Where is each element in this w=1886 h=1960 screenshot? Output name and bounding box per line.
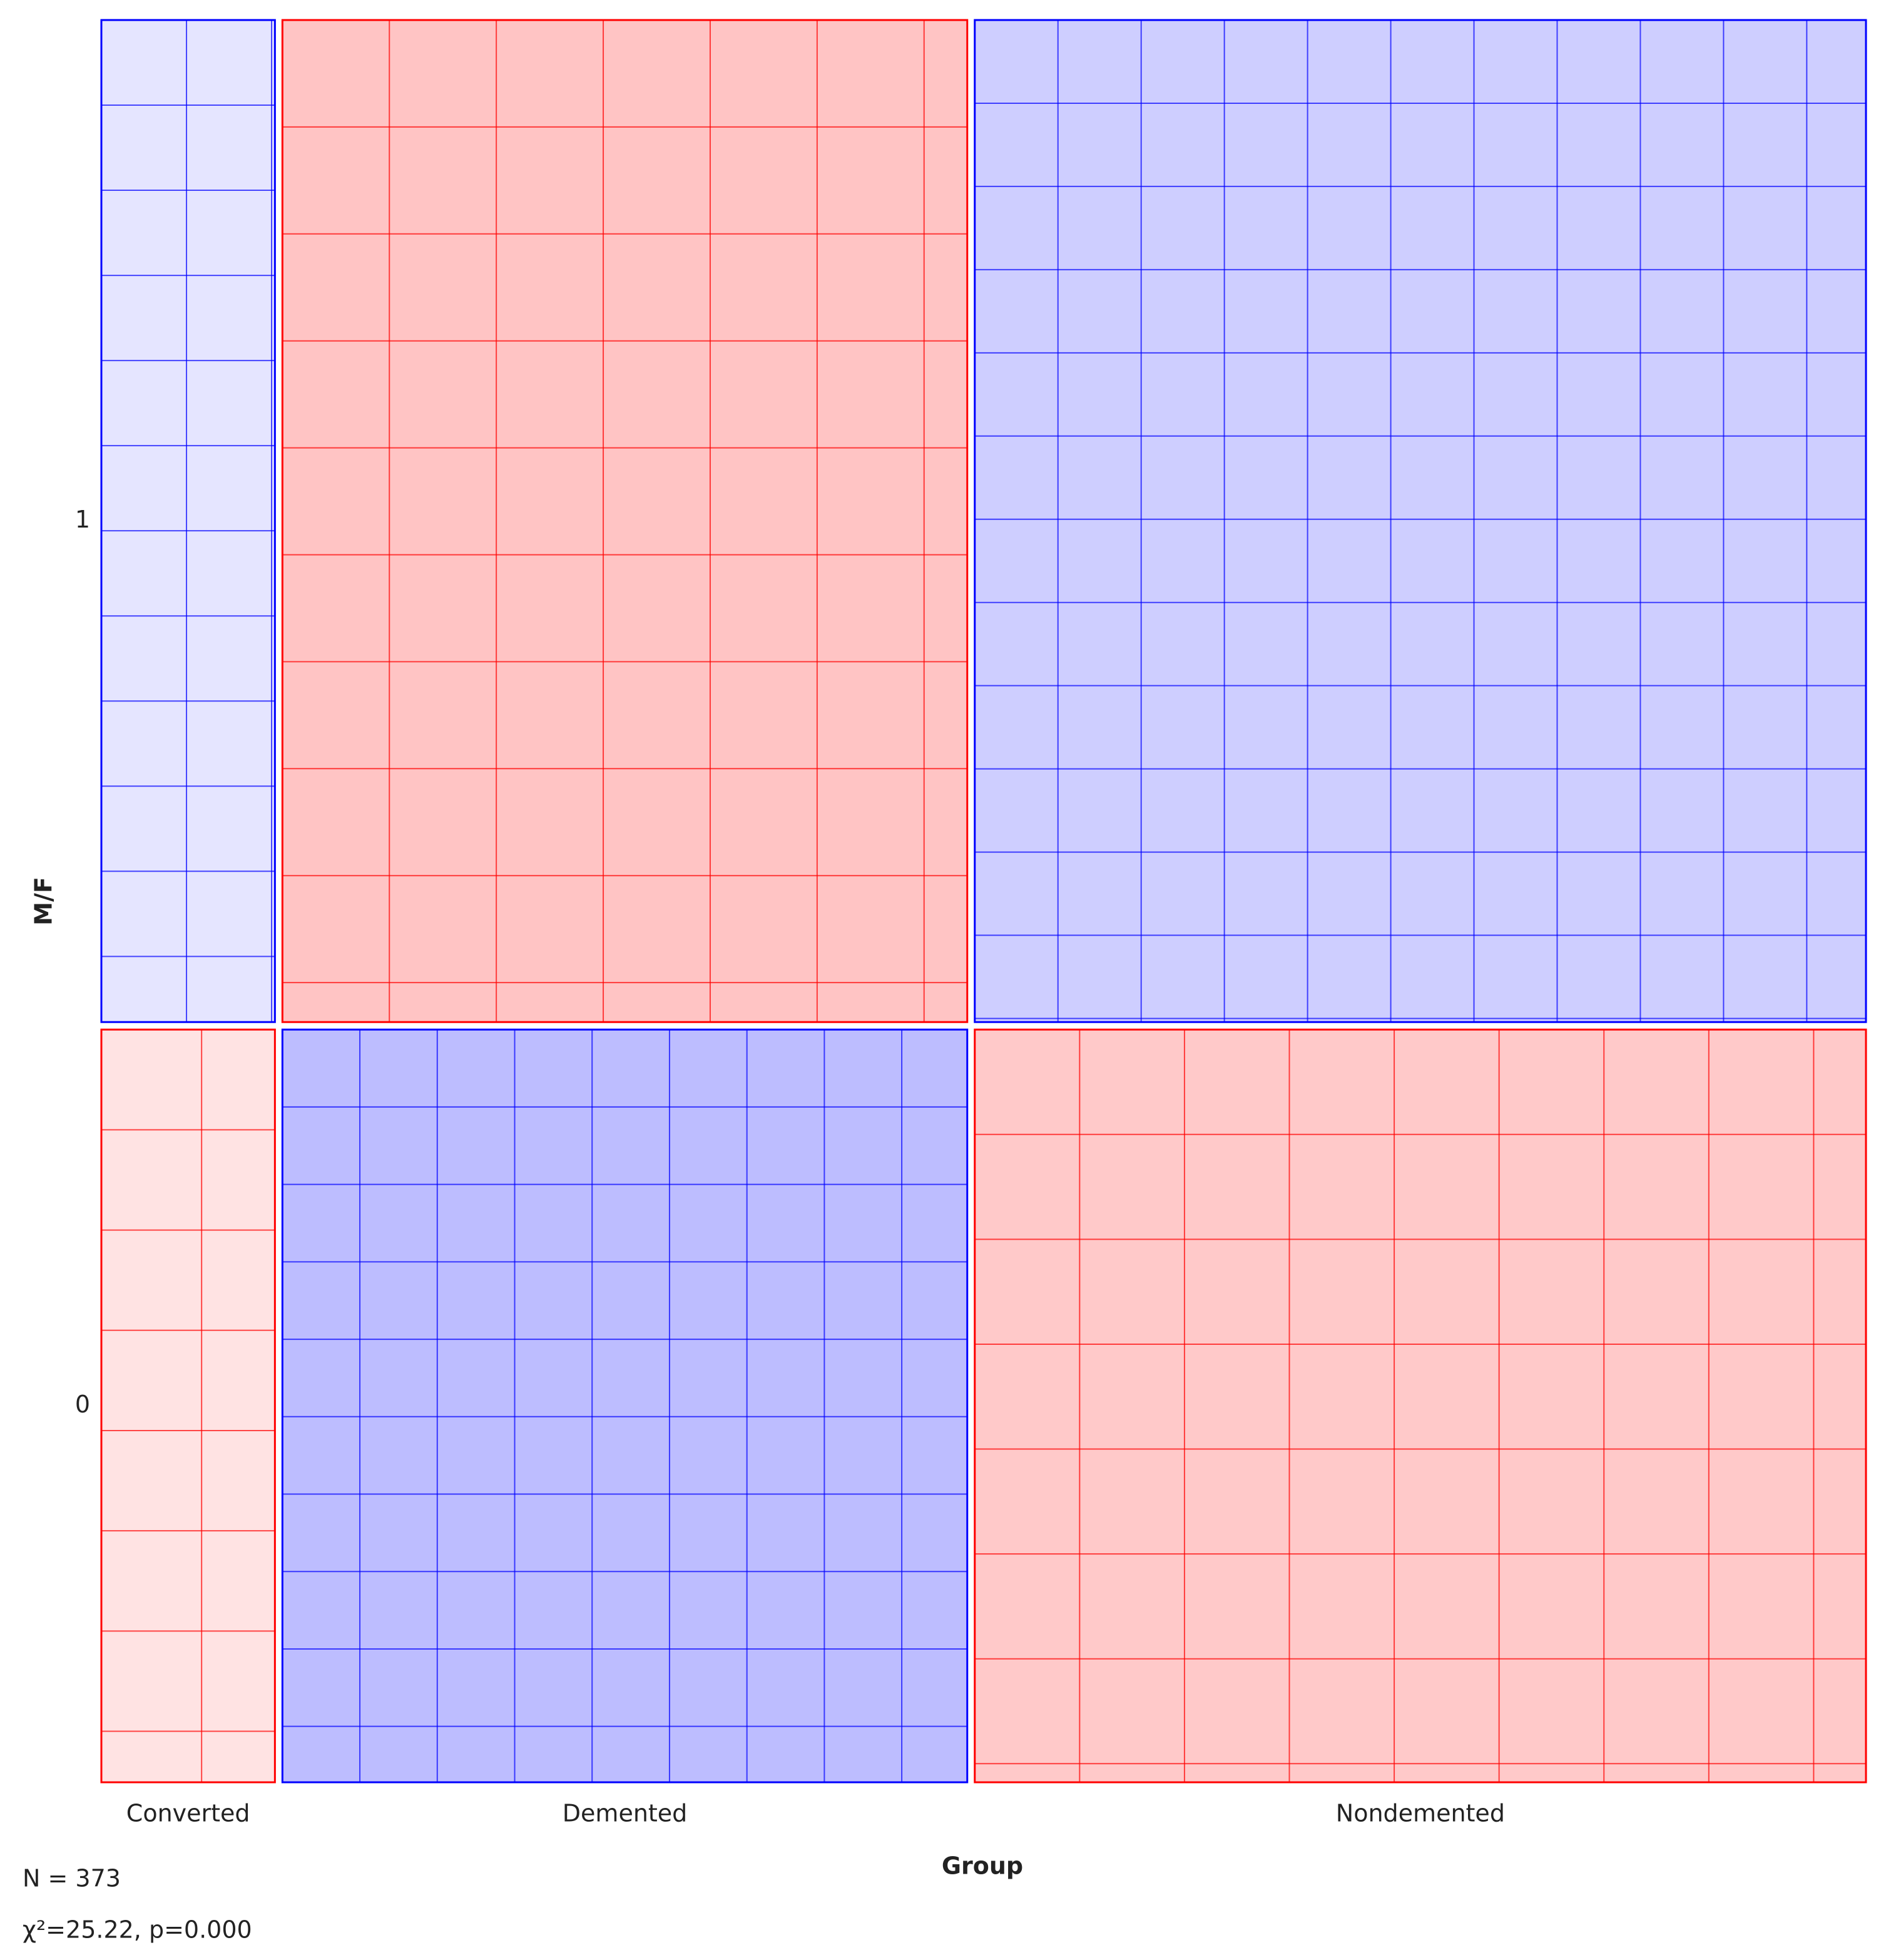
cell-fill bbox=[974, 19, 1867, 1023]
stat-label: χ²=25.22, p=0.000 bbox=[23, 1916, 252, 1944]
sieve-cell bbox=[281, 19, 969, 1023]
sieve-cell bbox=[974, 1028, 1867, 1784]
row-label: 1 bbox=[75, 506, 90, 533]
sieve-cell bbox=[100, 1028, 276, 1784]
y-axis-label: M/F bbox=[30, 877, 58, 926]
sieve-cell bbox=[281, 1028, 969, 1784]
x-axis-label: Group bbox=[942, 1852, 1023, 1880]
row-label: 0 bbox=[75, 1391, 90, 1418]
n-label: N = 373 bbox=[23, 1865, 121, 1892]
cell-fill bbox=[100, 19, 276, 1023]
x-tick-label: Nondemented bbox=[1336, 1800, 1505, 1827]
x-tick-label: Demented bbox=[563, 1800, 688, 1827]
sieve-cell bbox=[974, 19, 1867, 1023]
cell-fill bbox=[100, 1028, 276, 1784]
cell-fill bbox=[281, 19, 969, 1023]
sieve-cell bbox=[100, 19, 276, 1023]
cell-fill bbox=[974, 1028, 1867, 1784]
x-tick-label: Converted bbox=[126, 1800, 250, 1827]
cell-fill bbox=[281, 1028, 969, 1784]
